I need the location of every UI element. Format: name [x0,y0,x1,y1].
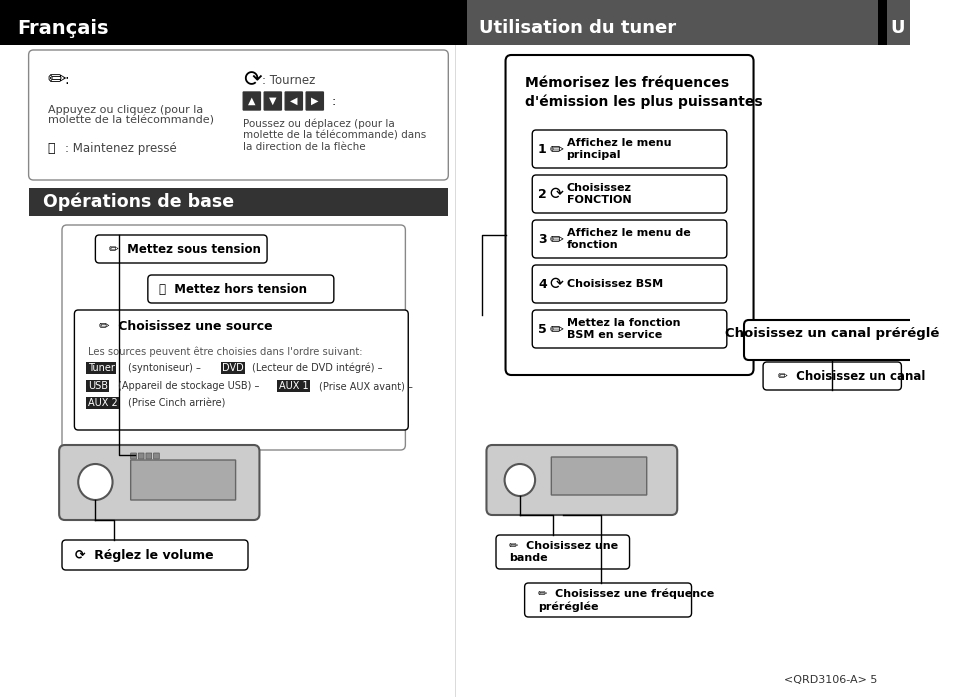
FancyBboxPatch shape [551,457,646,495]
Text: 🔒  Mettez hors tension: 🔒 Mettez hors tension [159,282,307,296]
Text: 5: 5 [537,323,546,335]
Bar [886,0,909,45]
Text: molette de la télécommande): molette de la télécommande) [48,115,213,125]
FancyBboxPatch shape [131,460,235,500]
Text: ⟳: ⟳ [549,185,562,203]
Text: ⟳: ⟳ [243,70,261,90]
FancyBboxPatch shape [29,50,448,180]
FancyBboxPatch shape [74,310,408,430]
Text: Choisissez un canal préréglé: Choisissez un canal préréglé [724,326,939,339]
FancyBboxPatch shape [743,320,920,360]
Text: (Appareil de stockage USB) –: (Appareil de stockage USB) – [118,381,262,391]
FancyBboxPatch shape [264,92,281,110]
Text: ✏: ✏ [549,140,562,158]
Text: ✏  Choisissez une source: ✏ Choisissez une source [99,319,273,332]
FancyBboxPatch shape [532,310,726,348]
Text: ◀: ◀ [290,96,297,106]
FancyBboxPatch shape [762,362,901,390]
Text: AUX 2: AUX 2 [88,398,117,408]
FancyBboxPatch shape [95,235,267,263]
Circle shape [504,464,535,496]
Text: Affichez le menu
principal: Affichez le menu principal [566,138,670,160]
FancyBboxPatch shape [532,220,726,258]
Text: (Lecteur de DVD intégré) –: (Lecteur de DVD intégré) – [252,362,382,374]
Text: USB: USB [88,381,108,391]
Text: ▶: ▶ [311,96,318,106]
Text: Français: Français [17,19,109,38]
Text: Les sources peuvent être choisies dans l'ordre suivant:: Les sources peuvent être choisies dans l… [88,346,362,356]
FancyBboxPatch shape [62,540,248,570]
Bar [467,0,877,45]
Text: 3: 3 [537,233,546,245]
Text: (syntoniseur) –: (syntoniseur) – [128,363,204,373]
Text: 🔒: 🔒 [48,141,55,155]
Text: ✏: ✏ [48,70,67,90]
Text: U: U [889,19,903,37]
Circle shape [78,464,112,500]
Text: AUX 1: AUX 1 [278,381,308,391]
Text: :: : [332,95,335,107]
Text: : Tournez: : Tournez [262,73,315,86]
Text: ✏  Choisissez un canal: ✏ Choisissez un canal [778,369,924,383]
Text: : Maintenez pressé: : Maintenez pressé [65,141,176,155]
Text: ✏  Choisissez une
bande: ✏ Choisissez une bande [509,541,618,563]
FancyBboxPatch shape [532,130,726,168]
Text: ▲: ▲ [248,96,255,106]
FancyBboxPatch shape [243,92,260,110]
Text: ✏  Choisissez une fréquence
préréglée: ✏ Choisissez une fréquence préréglée [537,588,714,612]
Text: Mettez la fonction
BSM en service: Mettez la fonction BSM en service [566,318,679,340]
Text: ⟳  Réglez le volume: ⟳ Réglez le volume [75,549,213,562]
Text: (Prise AUX avant) –: (Prise AUX avant) – [318,381,412,391]
Text: (Prise Cinch arrière): (Prise Cinch arrière) [128,398,225,408]
Text: Affichez le menu de
fonction: Affichez le menu de fonction [566,228,690,250]
FancyBboxPatch shape [505,55,753,375]
FancyBboxPatch shape [59,445,259,520]
FancyBboxPatch shape [532,265,726,303]
Text: Choisissez BSM: Choisissez BSM [566,279,662,289]
Text: Poussez ou déplacez (pour la
molette de la télécommande) dans
la direction de la: Poussez ou déplacez (pour la molette de … [243,118,426,152]
Bar [29,188,448,216]
Text: Mémorisez les fréquences
d'émission les plus puissantes: Mémorisez les fréquences d'émission les … [524,75,761,109]
FancyBboxPatch shape [524,583,691,617]
Text: Opérations de base: Opérations de base [43,193,233,211]
Text: ✏  Mettez sous tension: ✏ Mettez sous tension [109,243,260,256]
Text: Choisissez
FONCTION: Choisissez FONCTION [566,183,631,205]
Text: 4: 4 [537,277,546,291]
FancyBboxPatch shape [153,453,159,459]
FancyBboxPatch shape [285,92,302,110]
Text: 2: 2 [537,187,546,201]
Text: 1: 1 [537,142,546,155]
FancyBboxPatch shape [306,92,323,110]
Text: ▼: ▼ [269,96,276,106]
FancyBboxPatch shape [146,453,152,459]
FancyBboxPatch shape [131,453,136,459]
Text: Appuyez ou cliquez (pour la: Appuyez ou cliquez (pour la [48,105,203,115]
Text: ✏: ✏ [549,230,562,248]
Text: :: : [65,73,70,87]
Text: DVD: DVD [222,363,244,373]
FancyBboxPatch shape [148,275,334,303]
FancyBboxPatch shape [486,445,677,515]
Text: ✏: ✏ [549,320,562,338]
Text: Utilisation du tuner: Utilisation du tuner [478,19,676,37]
FancyBboxPatch shape [496,535,629,569]
FancyBboxPatch shape [532,175,726,213]
Text: <QRD3106-A> 5: <QRD3106-A> 5 [783,675,877,685]
FancyBboxPatch shape [62,225,405,450]
Bar [0,0,909,45]
FancyBboxPatch shape [138,453,144,459]
Text: Tuner: Tuner [88,363,114,373]
Text: ⟳: ⟳ [549,275,562,293]
